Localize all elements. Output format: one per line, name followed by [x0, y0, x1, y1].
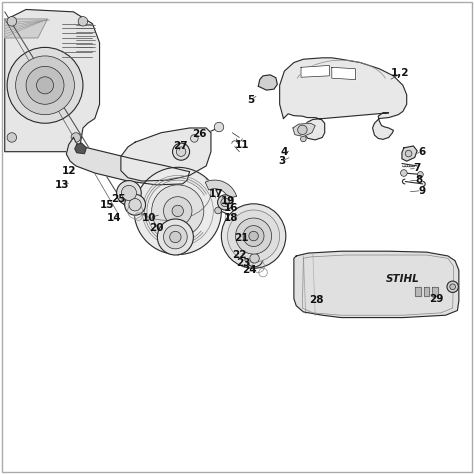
Text: 14: 14	[107, 213, 121, 223]
Polygon shape	[294, 251, 459, 318]
Circle shape	[191, 135, 198, 142]
Text: 21: 21	[235, 233, 249, 243]
Text: 11: 11	[235, 139, 249, 150]
Circle shape	[134, 167, 221, 255]
Text: 3: 3	[278, 156, 286, 166]
Circle shape	[298, 125, 307, 135]
Circle shape	[173, 143, 190, 160]
Polygon shape	[293, 123, 315, 137]
Circle shape	[236, 218, 272, 254]
Text: 16: 16	[224, 202, 238, 213]
Circle shape	[164, 197, 192, 225]
Text: 13: 13	[55, 180, 69, 190]
Circle shape	[36, 77, 54, 94]
Text: 29: 29	[429, 293, 443, 304]
Text: 9: 9	[418, 185, 426, 196]
Polygon shape	[75, 143, 86, 154]
Text: 27: 27	[173, 141, 187, 151]
Polygon shape	[415, 287, 421, 296]
Text: 25: 25	[111, 194, 126, 204]
Circle shape	[78, 17, 88, 26]
Circle shape	[250, 254, 259, 263]
Circle shape	[157, 219, 193, 255]
Circle shape	[301, 136, 306, 142]
Circle shape	[401, 170, 407, 176]
Circle shape	[243, 226, 264, 246]
Circle shape	[215, 207, 221, 214]
Text: 6: 6	[418, 146, 426, 157]
Circle shape	[7, 47, 83, 123]
Circle shape	[249, 231, 258, 241]
Text: 15: 15	[100, 200, 114, 210]
Circle shape	[121, 185, 137, 201]
Polygon shape	[66, 137, 190, 185]
Text: 12: 12	[62, 165, 76, 176]
Polygon shape	[258, 75, 277, 90]
Polygon shape	[5, 9, 100, 152]
Polygon shape	[280, 58, 407, 140]
Circle shape	[170, 231, 181, 243]
Polygon shape	[424, 287, 429, 296]
Text: 7: 7	[413, 163, 421, 173]
Circle shape	[71, 133, 81, 142]
Circle shape	[405, 150, 412, 157]
Text: 4: 4	[281, 146, 288, 157]
Circle shape	[218, 195, 233, 210]
Text: 26: 26	[192, 128, 206, 139]
Text: 18: 18	[224, 213, 238, 223]
Circle shape	[214, 122, 224, 132]
Circle shape	[125, 194, 146, 215]
Circle shape	[117, 181, 141, 205]
Polygon shape	[121, 128, 211, 181]
Circle shape	[447, 281, 458, 292]
Text: 5: 5	[247, 94, 255, 105]
Text: 22: 22	[232, 250, 246, 260]
Polygon shape	[205, 180, 237, 199]
Text: 28: 28	[310, 294, 324, 305]
Circle shape	[221, 198, 229, 207]
Circle shape	[129, 199, 141, 211]
Text: 8: 8	[416, 175, 423, 185]
Circle shape	[7, 17, 17, 26]
Circle shape	[228, 210, 280, 262]
Polygon shape	[5, 19, 47, 38]
Text: 1,2: 1,2	[391, 68, 410, 79]
Circle shape	[16, 56, 74, 115]
Circle shape	[450, 284, 456, 290]
Circle shape	[176, 147, 186, 156]
Circle shape	[7, 133, 17, 142]
Text: STIHL: STIHL	[386, 273, 420, 284]
Circle shape	[172, 205, 183, 217]
Text: 23: 23	[236, 258, 250, 268]
Polygon shape	[332, 67, 356, 80]
Circle shape	[221, 204, 286, 268]
Text: 10: 10	[142, 213, 156, 223]
Polygon shape	[301, 65, 329, 77]
Circle shape	[26, 66, 64, 104]
Polygon shape	[432, 287, 438, 296]
Circle shape	[152, 185, 204, 237]
Polygon shape	[402, 146, 417, 161]
Circle shape	[246, 250, 263, 267]
Text: 24: 24	[243, 265, 257, 275]
Text: 20: 20	[149, 223, 164, 234]
Text: 19: 19	[221, 196, 236, 207]
Text: 17: 17	[209, 189, 223, 200]
Circle shape	[164, 225, 187, 249]
Circle shape	[418, 172, 423, 177]
